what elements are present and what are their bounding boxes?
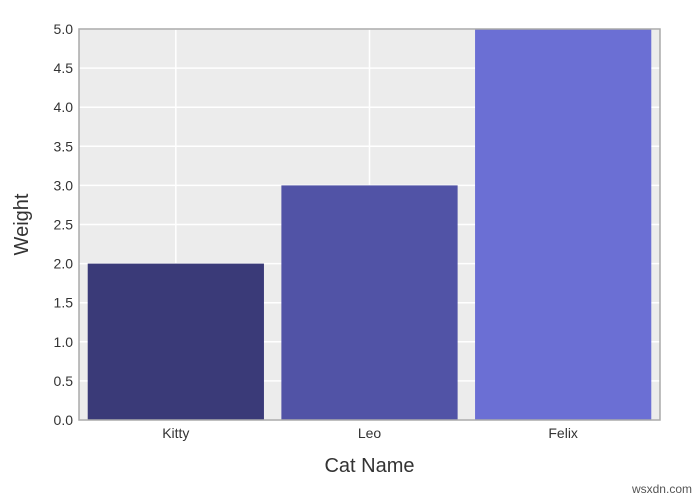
x-tick-label: Felix — [548, 425, 578, 441]
y-axis-label: Weight — [11, 193, 33, 255]
y-tick-label: 4.0 — [54, 99, 74, 115]
y-tick-label: 5.0 — [54, 21, 74, 37]
plot-frame — [78, 28, 661, 421]
bar-felix — [475, 29, 652, 420]
x-axis-label: Cat Name — [324, 455, 414, 477]
y-tick-label: 2.0 — [54, 256, 74, 272]
y-tick-label: 1.5 — [54, 295, 74, 311]
y-tick-label: 0.0 — [54, 412, 74, 428]
y-tick-label: 3.0 — [54, 177, 74, 193]
y-tick-label: 4.5 — [54, 60, 74, 76]
x-tick-label: Leo — [358, 425, 382, 441]
x-tick-label: Kitty — [162, 425, 189, 441]
bar-kitty — [87, 263, 264, 420]
y-tick-label: 3.5 — [54, 138, 74, 154]
y-tick-label: 1.0 — [54, 334, 74, 350]
y-tick-label: 2.5 — [54, 217, 74, 233]
watermark: wsxdn.com — [631, 482, 692, 496]
bar-leo — [281, 185, 458, 420]
y-tick-label: 0.5 — [54, 373, 74, 389]
